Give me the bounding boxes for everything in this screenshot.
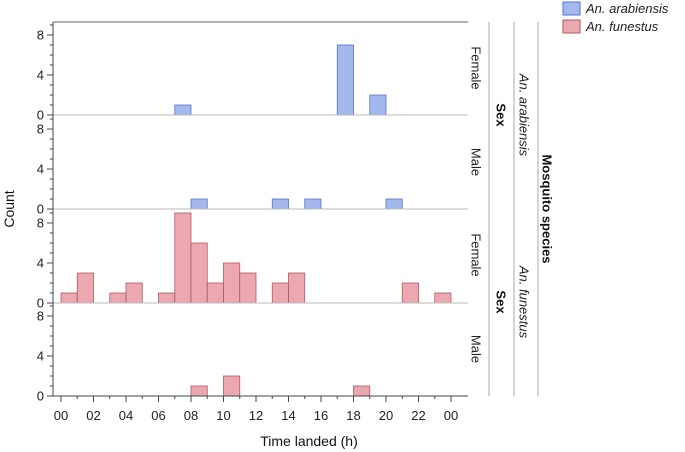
facet-label-species-arabiensis: An. arabiensis [517, 73, 532, 157]
y-tick-label: 4 [37, 256, 44, 271]
facet-label-female-arabiensis: Female [469, 46, 484, 89]
legend-swatch-funestus [562, 19, 581, 34]
bar [434, 292, 452, 304]
bar [125, 282, 143, 304]
facet-label-female-funestus: Female [469, 233, 484, 276]
x-tick-label: 12 [249, 408, 263, 423]
x-tick-label: 00 [54, 408, 68, 423]
x-tick-label: 06 [151, 408, 165, 423]
x-tick-label: 20 [379, 408, 393, 423]
x-tick-label: 08 [184, 408, 198, 423]
bar [174, 104, 192, 116]
y-tick-label: 0 [37, 389, 44, 404]
bar [304, 198, 322, 210]
x-axis-title: Time landed (h) [260, 433, 358, 449]
bar [271, 198, 289, 210]
bar [271, 282, 289, 304]
y-tick-label: 0 [37, 202, 44, 217]
legend-label-funestus: An. funestus [585, 19, 659, 34]
y-tick-label: 4 [37, 162, 44, 177]
facet-title-sex-funestus: Sex [494, 290, 509, 314]
bar [206, 282, 224, 304]
x-tick-label: 00 [444, 408, 458, 423]
y-tick-label: 0 [37, 296, 44, 311]
bar [401, 282, 419, 304]
legend-swatch-arabiensis [562, 1, 581, 16]
bar [174, 212, 192, 304]
y-tick-label: 8 [37, 309, 44, 324]
y-tick-label: 8 [37, 122, 44, 137]
x-tick-label: 10 [216, 408, 230, 423]
bar [239, 272, 257, 304]
x-tick-label: 04 [119, 408, 133, 423]
series-anfunestus-female [60, 212, 452, 304]
bar [385, 198, 403, 210]
bar [190, 385, 208, 397]
x-tick-label: 16 [314, 408, 328, 423]
x-tick-label: 22 [411, 408, 425, 423]
x-tick-label: 14 [281, 408, 295, 423]
facet-label-species-funestus: An. funestus [517, 265, 532, 339]
bar [353, 385, 371, 397]
y-tick-label: 8 [37, 216, 44, 231]
y-tick-label: 8 [37, 28, 44, 43]
bar [223, 262, 241, 304]
facet-title-sex-arabiensis: Sex [494, 103, 509, 127]
legend-label-arabiensis: An. arabiensis [585, 1, 669, 16]
bar [288, 272, 306, 304]
bar [76, 272, 94, 304]
series-anfunestus-male [190, 375, 371, 397]
bar [223, 375, 241, 397]
y-tick-label: 0 [37, 108, 44, 123]
y-tick-label: 4 [37, 349, 44, 364]
bar [369, 94, 387, 116]
bar [336, 44, 354, 116]
series-anarabiensis-male [190, 198, 403, 210]
x-tick-label: 02 [86, 408, 100, 423]
y-tick-label: 4 [37, 68, 44, 83]
facet-label-male-arabiensis: Male [469, 148, 484, 176]
facet-label-male-funestus: Male [469, 335, 484, 363]
legend: An. arabiensis An. funestus [562, 1, 669, 34]
y-axis-title: Count [1, 190, 17, 227]
bar [109, 292, 127, 304]
series-anarabiensis-female [174, 44, 387, 116]
bar [158, 292, 176, 304]
x-tick-label: 18 [346, 408, 360, 423]
bar [190, 198, 208, 210]
bar [60, 292, 78, 304]
bar [190, 242, 208, 304]
facet-title-mosquito-species: Mosquito species [540, 154, 555, 263]
